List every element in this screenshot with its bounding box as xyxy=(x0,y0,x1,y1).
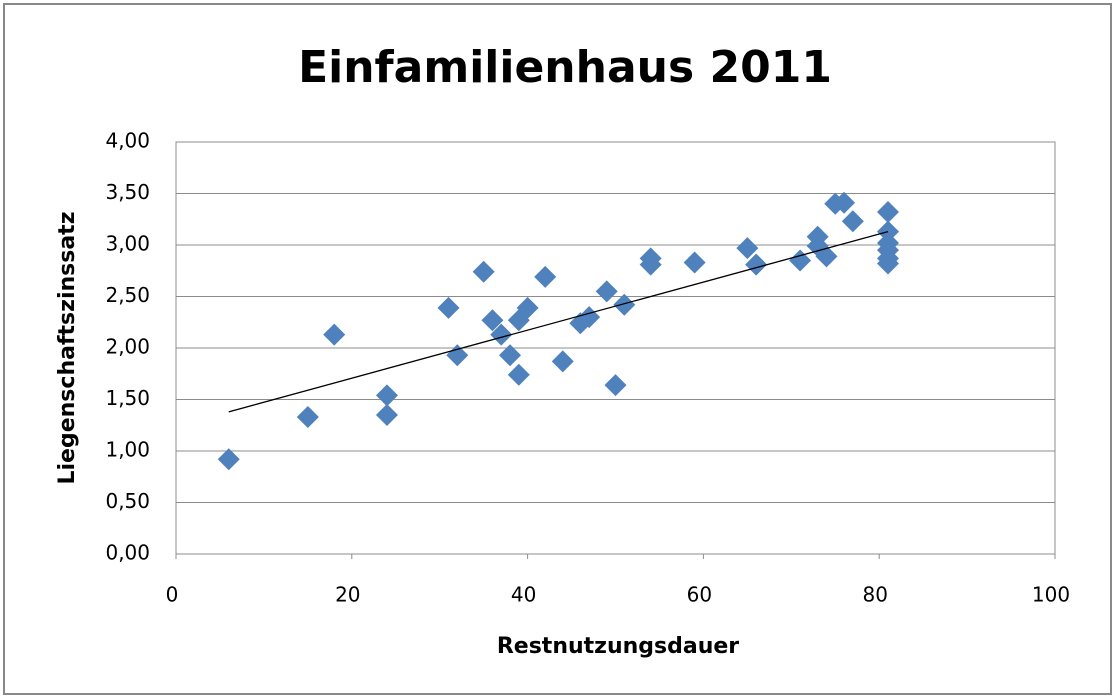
marker xyxy=(833,191,856,214)
marker xyxy=(876,252,899,275)
marker xyxy=(437,296,460,319)
marker xyxy=(296,406,319,429)
marker xyxy=(499,344,522,367)
y-tick-label: 0,00 xyxy=(105,541,150,565)
marker xyxy=(604,374,627,397)
marker xyxy=(507,363,530,386)
y-tick-label: 0,50 xyxy=(105,489,150,513)
marker xyxy=(841,210,864,233)
marker xyxy=(375,403,398,426)
x-axis-label: Restnutzungsdauer xyxy=(497,634,739,659)
marker xyxy=(490,323,513,346)
marker xyxy=(876,201,899,224)
marker xyxy=(551,350,574,373)
marker xyxy=(789,249,812,272)
marker xyxy=(217,448,240,471)
marker xyxy=(534,265,557,288)
marker xyxy=(481,309,504,332)
marker xyxy=(815,245,838,268)
marker xyxy=(745,253,768,276)
marker xyxy=(683,251,706,274)
y-tick-label: 2,00 xyxy=(105,335,150,359)
marker xyxy=(639,253,662,276)
y-tick-label: 3,00 xyxy=(105,232,150,256)
y-tick-label: 1,00 xyxy=(105,438,150,462)
x-tick-label: 0 xyxy=(166,583,179,607)
marker xyxy=(736,237,759,260)
y-tick-label: 4,00 xyxy=(105,129,150,153)
trendline xyxy=(228,230,889,413)
marker xyxy=(472,260,495,283)
marker xyxy=(446,344,469,367)
marker xyxy=(375,384,398,407)
y-tick-label: 2,50 xyxy=(105,283,150,307)
marker xyxy=(595,280,618,303)
x-tick-label: 60 xyxy=(687,583,712,607)
chart-title: Einfamilienhaus 2011 xyxy=(298,42,832,93)
y-axis-label: Liegenschaftszinssatz xyxy=(55,211,80,484)
chart-border xyxy=(3,3,1112,695)
marker xyxy=(323,323,346,346)
y-tick-label: 1,50 xyxy=(105,386,150,410)
y-tick-label: 3,50 xyxy=(105,180,150,204)
x-tick-label: 40 xyxy=(511,583,536,607)
marker xyxy=(613,293,636,316)
x-tick-label: 100 xyxy=(1032,583,1070,607)
x-tick-label: 20 xyxy=(335,583,360,607)
plot-area xyxy=(175,141,1056,555)
marker xyxy=(516,296,539,319)
x-tick-label: 80 xyxy=(862,583,887,607)
